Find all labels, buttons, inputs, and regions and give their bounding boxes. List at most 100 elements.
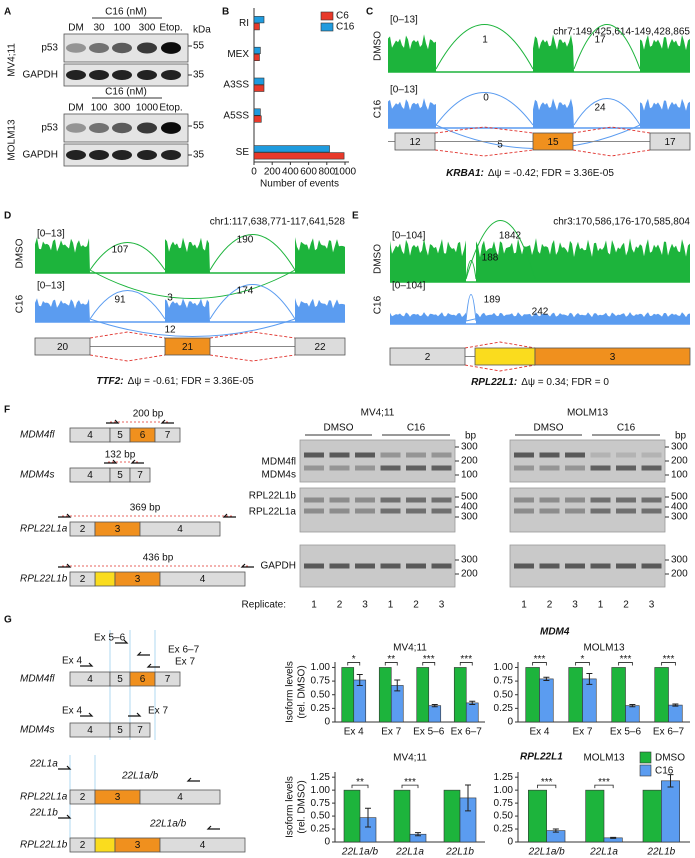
lane-label: DM xyxy=(68,23,84,34)
band xyxy=(380,465,401,471)
y-tick-label: 0.75 xyxy=(311,798,331,809)
treatment-label: C16 (nM) xyxy=(105,7,147,18)
exon xyxy=(69,837,96,853)
exon-label: 5 xyxy=(117,725,123,736)
caption: TTF2: Δψ = -0.61; FDR = 3.36E-05 xyxy=(96,376,254,387)
band xyxy=(380,508,401,514)
primer-label: Ex 7 xyxy=(148,706,168,717)
row-label: p53 xyxy=(41,43,58,54)
band xyxy=(355,452,375,458)
marker-label: 300 xyxy=(671,555,688,566)
significance-bracket xyxy=(384,662,398,666)
band xyxy=(137,150,157,160)
exon-label: 3 xyxy=(135,574,141,585)
band xyxy=(329,508,350,514)
band xyxy=(304,497,324,503)
exon-label: 7 xyxy=(137,725,143,736)
bar xyxy=(654,667,669,723)
band-label: RPL22L1a xyxy=(249,507,297,518)
band-label: RPL22L1b xyxy=(249,491,297,502)
primer xyxy=(128,712,142,717)
bar xyxy=(661,780,680,843)
gel xyxy=(509,487,666,533)
caption: KRBA1: Δψ = -0.42; FDR = 3.36E-05 xyxy=(446,168,614,179)
coverage xyxy=(533,34,574,72)
significance-label: * xyxy=(581,654,585,665)
band xyxy=(329,452,350,458)
marker-label: 300 xyxy=(461,442,478,453)
junction-arc xyxy=(89,242,166,271)
x-tick-label: Ex 4 xyxy=(529,727,549,738)
band xyxy=(355,465,375,471)
band xyxy=(616,563,636,569)
y-tick-label: 0.25 xyxy=(311,703,331,714)
y-tick-label: 0.75 xyxy=(494,798,514,809)
primer-label: 22L1a xyxy=(29,759,58,770)
exon-label: 4 xyxy=(87,470,93,481)
primer-label: Ex 4 xyxy=(62,656,82,667)
band xyxy=(431,563,452,569)
junction-arc xyxy=(209,284,296,320)
exon-label: 21 xyxy=(182,342,194,353)
junction-count: 3 xyxy=(167,293,173,304)
exon xyxy=(159,837,246,853)
x-tick-label: 1000 xyxy=(334,167,357,178)
splice-path xyxy=(464,341,536,372)
panel-label: C xyxy=(366,7,373,18)
primer xyxy=(58,814,72,819)
band xyxy=(565,497,585,503)
y-tick-label: 1.25 xyxy=(494,772,514,783)
junction-count: 17 xyxy=(594,35,606,46)
gene-label: MDM4s xyxy=(20,725,54,736)
coverage xyxy=(295,298,345,322)
lane-label: 300 xyxy=(114,103,131,114)
band xyxy=(539,497,560,503)
junction-arc xyxy=(435,24,534,70)
x-tick-label: 600 xyxy=(300,167,317,178)
y-tick-label: 0 xyxy=(507,837,513,848)
band xyxy=(565,563,585,569)
track-label: DMSO xyxy=(373,244,384,274)
junction-arc xyxy=(465,316,536,322)
exon xyxy=(94,837,116,853)
significance-bracket xyxy=(537,784,557,789)
marker-label: 200 xyxy=(671,456,688,467)
band xyxy=(112,42,132,54)
x-tick-label: Ex 4 xyxy=(344,727,364,738)
chart-title: MV4;11 xyxy=(393,753,427,764)
primer xyxy=(186,777,200,782)
significance-bracket xyxy=(618,662,633,666)
band xyxy=(304,508,324,514)
primer xyxy=(222,513,236,518)
error-bar xyxy=(431,704,438,708)
band xyxy=(355,497,375,503)
error-bar xyxy=(415,832,421,837)
band xyxy=(406,508,426,514)
y-tick-label: 0 xyxy=(324,837,330,848)
panel-label: A xyxy=(4,7,11,18)
error-bar xyxy=(586,672,593,685)
gene-name: KRBA1: xyxy=(446,168,484,179)
track-label: C16 xyxy=(373,295,384,314)
y-tick-label: SE xyxy=(236,147,250,158)
row-label: GAPDH xyxy=(22,150,58,161)
exon-label: 4 xyxy=(200,574,206,585)
bar xyxy=(253,53,260,62)
exon-label: 5 xyxy=(117,430,123,441)
axis-title: (rel. DMSO) xyxy=(297,780,308,833)
significance-label: *** xyxy=(534,654,546,665)
junction-arc xyxy=(465,220,536,280)
band xyxy=(514,508,534,514)
y-tick-label: MEX xyxy=(227,49,249,60)
band xyxy=(161,42,181,54)
marker-label: 200 xyxy=(461,456,478,467)
band-label: GAPDH xyxy=(260,561,296,572)
gene-label: RPL22L1b xyxy=(20,840,68,851)
track-label: C16 xyxy=(15,294,26,313)
panel-label: B xyxy=(222,7,229,18)
primer-label: Ex 7 xyxy=(175,657,195,668)
bar xyxy=(378,667,392,723)
range-label: [0–13] xyxy=(390,15,418,26)
band xyxy=(112,150,132,160)
primer-label: Ex 4 xyxy=(62,706,82,717)
